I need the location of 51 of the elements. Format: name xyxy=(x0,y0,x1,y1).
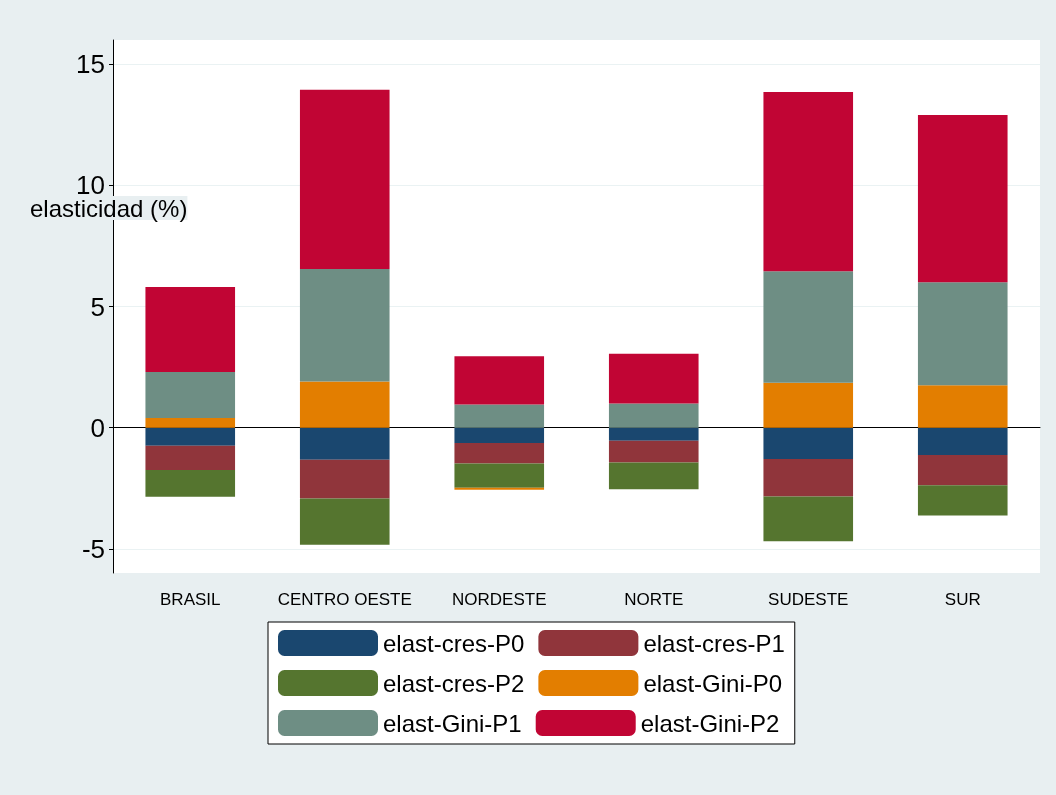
bar xyxy=(917,485,1008,516)
bar xyxy=(145,417,236,428)
bar xyxy=(454,442,545,464)
bar xyxy=(299,89,390,269)
x-tick-label: BRASIL xyxy=(160,590,221,609)
bar xyxy=(454,463,545,488)
bar xyxy=(608,427,699,441)
bar xyxy=(454,356,545,405)
bar xyxy=(763,382,854,428)
bar xyxy=(917,282,1008,386)
bar xyxy=(299,427,390,460)
bar xyxy=(917,455,1008,486)
x-tick-label: CENTRO OESTE xyxy=(277,590,412,609)
legend-label: elast-Gini-P2 xyxy=(640,709,780,737)
bar xyxy=(145,445,236,471)
bar xyxy=(608,462,699,490)
bar xyxy=(608,440,699,463)
bar xyxy=(763,92,854,272)
legend-label: elast-cres-P0 xyxy=(383,629,525,657)
y-tick-label: 0 xyxy=(90,412,105,443)
bar xyxy=(763,271,854,383)
bar xyxy=(454,427,545,443)
y-tick-label: -5 xyxy=(81,533,105,564)
bar xyxy=(299,381,390,428)
bar xyxy=(917,385,1008,428)
bar xyxy=(763,458,854,497)
x-tick-label: NORTE xyxy=(624,590,684,609)
bar xyxy=(917,427,1008,456)
bar xyxy=(145,470,236,497)
bar xyxy=(299,268,390,382)
x-tick-label: SUDESTE xyxy=(768,590,849,609)
bar xyxy=(763,496,854,542)
bar xyxy=(917,115,1008,283)
legend-label: elast-cres-P2 xyxy=(383,669,525,697)
y-axis-title: elasticidad (%) xyxy=(30,194,188,222)
y-tick-label: 15 xyxy=(76,49,105,80)
bar xyxy=(145,287,236,372)
bar xyxy=(763,427,854,459)
legend-label: elast-cres-P1 xyxy=(643,629,785,657)
legend-label: elast-Gini-P0 xyxy=(643,669,783,697)
bar xyxy=(454,404,545,428)
bar xyxy=(299,498,390,545)
bar xyxy=(145,371,236,418)
x-tick-label: NORDESTE xyxy=(452,590,547,609)
legend-label: elast-Gini-P1 xyxy=(383,709,522,737)
bar xyxy=(145,427,236,446)
bar xyxy=(608,403,699,428)
bar xyxy=(608,353,699,404)
x-tick-label: SUR xyxy=(944,590,981,609)
y-tick-label: 5 xyxy=(90,291,105,322)
bar xyxy=(299,459,390,499)
